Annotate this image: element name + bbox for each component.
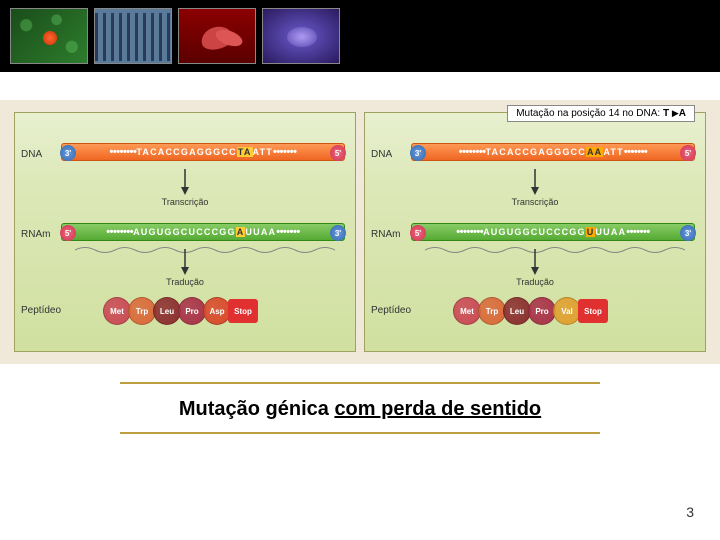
label-peptide-r: Peptídeo: [371, 305, 411, 316]
dna-strand-left: 3' ••••••••TACACCGAGGGCCTAATT••••••• 5': [61, 143, 345, 161]
panel-mutant: Mutação na posição 14 no DNA: T ▶A DNA R…: [364, 112, 706, 352]
rna-3prime: 3': [330, 225, 346, 241]
thumbnail-karyotype: [94, 8, 172, 64]
amino-acid: Val: [553, 297, 581, 325]
amino-acid: Trp: [478, 297, 506, 325]
dna-strand-right: 3' ••••••••TACACCGAGGGCCAAATT••••••• 5': [411, 143, 695, 161]
label-peptide: Peptídeo: [21, 305, 61, 316]
amino-acid: Pro: [528, 297, 556, 325]
amino-acid: Asp: [203, 297, 231, 325]
thumbnail-chromosome: [262, 8, 340, 64]
dna-3prime-r: 3': [410, 145, 426, 161]
rna-seq-left: ••••••••AUGUGGCUCCCGGAUUAA•••••••: [86, 226, 320, 238]
rna-5prime: 5': [60, 225, 76, 241]
mutation-label: Mutação na posição 14 no DNA: T ▶A: [507, 105, 695, 122]
amino-acid: Leu: [153, 297, 181, 325]
arrow-translation-left: Tradução: [155, 249, 215, 287]
caption-rule-top: [120, 382, 600, 384]
arrow-transcription-left: Transcrição: [155, 169, 215, 207]
stop-codon: Stop: [578, 299, 608, 323]
rna-seq-right: ••••••••AUGUGGCUCCCGGUUUAA•••••••: [436, 226, 670, 238]
label-dna-r: DNA: [371, 149, 392, 160]
dna-5prime-r: 5': [680, 145, 696, 161]
slide-caption: Mutação génica com perda de sentido: [0, 398, 720, 421]
thumbnail-sickle-cells: [178, 8, 256, 64]
dna-seq-right: ••••••••TACACCGAGGGCCAAATT•••••••: [436, 146, 670, 158]
arrow-transcription-right: Transcrição: [505, 169, 565, 207]
rna-strand-right: 5' ••••••••AUGUGGCUCCCGGUUUAA••••••• 3': [411, 223, 695, 241]
rna-5prime-r: 5': [410, 225, 426, 241]
label-dna: DNA: [21, 149, 42, 160]
peptide-row-right: MetTrpLeuProValStop: [453, 297, 608, 325]
page-number: 3: [686, 504, 694, 520]
dna-3prime: 3': [60, 145, 76, 161]
dna-seq-left: ••••••••TACACCGAGGGCCTAATT•••••••: [86, 146, 320, 158]
label-rna: RNAm: [21, 229, 50, 240]
rna-3prime-r: 3': [680, 225, 696, 241]
caption-rule-bottom: [120, 432, 600, 434]
diagram-area: DNA RNAm Peptídeo 3' ••••••••TACACCGAGGG…: [0, 100, 720, 364]
label-rna-r: RNAm: [371, 229, 400, 240]
amino-acid: Leu: [503, 297, 531, 325]
amino-acid: Met: [453, 297, 481, 325]
dna-5prime: 5': [330, 145, 346, 161]
amino-acid: Met: [103, 297, 131, 325]
amino-acid: Pro: [178, 297, 206, 325]
rna-strand-left: 5' ••••••••AUGUGGCUCCCGGAUUAA••••••• 3': [61, 223, 345, 241]
peptide-row-left: MetTrpLeuProAspStop: [103, 297, 258, 325]
thumbnail-cells: [10, 8, 88, 64]
amino-acid: Trp: [128, 297, 156, 325]
header-strip: [0, 0, 720, 72]
stop-codon: Stop: [228, 299, 258, 323]
white-separator: [0, 72, 720, 100]
panel-normal: DNA RNAm Peptídeo 3' ••••••••TACACCGAGGG…: [14, 112, 356, 352]
arrow-translation-right: Tradução: [505, 249, 565, 287]
